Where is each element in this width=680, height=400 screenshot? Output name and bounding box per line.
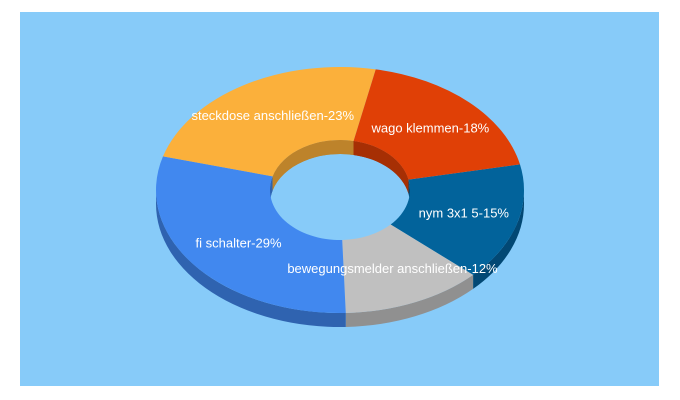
slice-label-bewegungsmelder-anschlie-en-12: bewegungsmelder anschließen-12% [287,261,498,276]
slice-inner-wall-wago-klemmen-18 [353,140,409,194]
donut-chart: nym 3x1 5-15% bewegungsmelder anschließen… [155,67,524,328]
slice-wago-klemmen-18[interactable] [353,69,520,180]
slice-bewegungsmelder-anschlie-en-12[interactable] [342,224,474,313]
slice-side-bewegungsmelder-anschlie-en-12 [345,274,474,327]
slice-side-nym-3x1-5-15 [473,190,524,289]
slice-label-nym-3x1-5-15: nym 3x1 5-15% [419,206,510,221]
slice-inner-wall-steckdose-anschlie-en-23 [272,140,354,191]
slice-label-wago-klemmen-18: wago klemmen-18% [370,120,489,135]
slice-steckdose-anschlie-en-23[interactable] [162,67,376,177]
slice-nym-3x1-5-15[interactable] [390,164,524,275]
chart-panel: nym 3x1 5-15% bewegungsmelder anschließen… [20,12,659,386]
slice-label-steckdose-anschlie-en-23: steckdose anschließen-23% [191,108,354,123]
slice-label-fi-schalter-29: fi schalter-29% [196,235,282,250]
slice-fi-schalter-29[interactable] [155,156,346,313]
slice-side-fi-schalter-29 [156,190,346,328]
